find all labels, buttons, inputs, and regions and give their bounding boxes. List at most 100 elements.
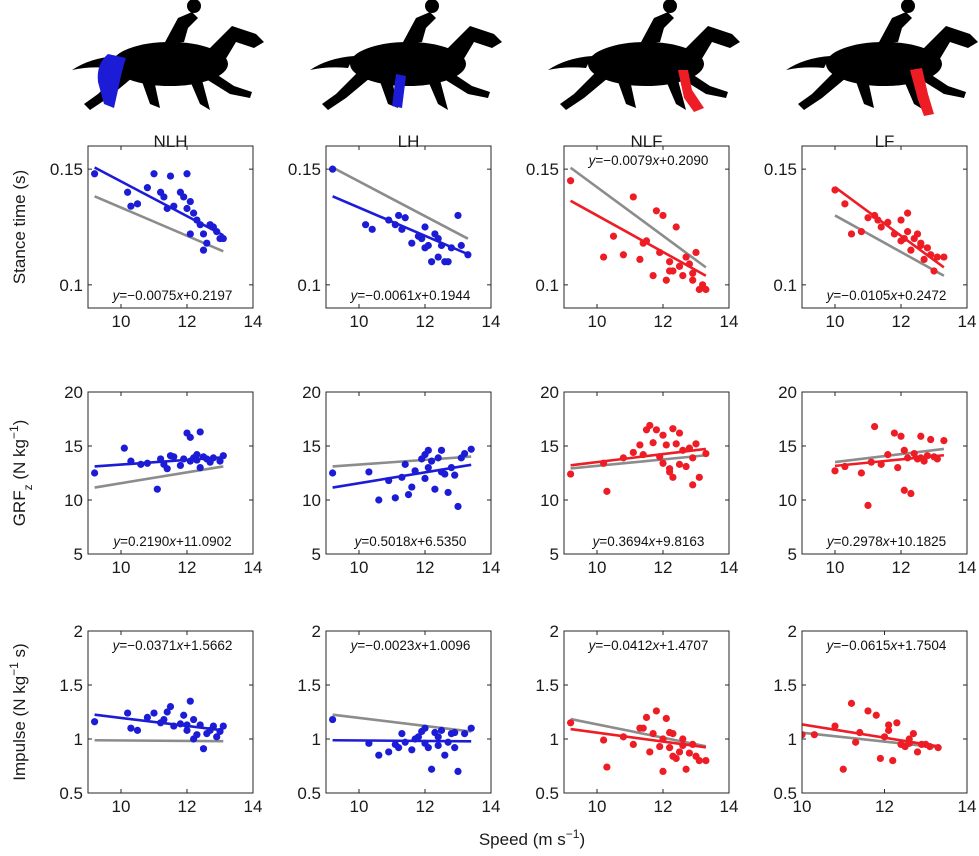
- data-point: [652, 426, 661, 434]
- column-title-lh: LH: [398, 132, 420, 151]
- data-point: [418, 234, 426, 243]
- data-point: [692, 248, 700, 257]
- data-point: [219, 722, 227, 730]
- axes-frame: [87, 391, 254, 555]
- data-point: [133, 200, 142, 208]
- data-point: [437, 446, 446, 454]
- data-point: [120, 444, 128, 452]
- data-point: [810, 731, 818, 739]
- equation-label: y=−0.0079x+0.2090: [588, 153, 709, 168]
- axes-frame: [325, 391, 492, 555]
- data-point: [160, 193, 168, 201]
- data-point: [857, 469, 866, 477]
- data-point: [662, 441, 670, 449]
- x-tick-label: 14: [244, 797, 263, 816]
- data-point: [629, 193, 637, 201]
- column-titles: NLH LH NLF LF: [153, 132, 894, 151]
- data-point: [702, 757, 710, 765]
- x-tick-label: 10: [112, 797, 131, 816]
- data-point: [907, 489, 915, 498]
- reference-fit-line: [331, 166, 469, 240]
- data-point: [428, 765, 436, 773]
- x-tick-label: 14: [720, 312, 739, 331]
- data-point: [160, 715, 168, 724]
- data-point: [444, 258, 452, 266]
- data-point: [431, 485, 439, 493]
- column-title-lf: LF: [875, 132, 895, 151]
- x-tick-label: 12: [654, 312, 673, 331]
- data-point: [153, 485, 161, 493]
- data-point: [437, 726, 446, 734]
- x-tick-label: 12: [416, 797, 435, 816]
- data-point: [124, 709, 132, 717]
- y-tick-label: 1.5: [773, 676, 797, 695]
- data-point: [841, 200, 849, 208]
- data-point: [421, 223, 429, 231]
- y-tick-label: 1: [312, 730, 321, 749]
- y-tick-label: 1.5: [297, 676, 321, 695]
- data-point: [662, 276, 670, 284]
- data-point: [434, 741, 442, 750]
- data-point: [199, 745, 208, 753]
- data-point: [689, 269, 697, 277]
- y-tick-label: 10: [64, 491, 83, 510]
- data-point: [675, 460, 684, 468]
- data-point: [692, 440, 700, 448]
- data-point: [884, 451, 892, 459]
- fit-line: [834, 186, 945, 269]
- y-tick-label: 15: [778, 437, 797, 456]
- data-point: [434, 733, 442, 741]
- x-tick-label: 14: [720, 558, 739, 577]
- panel-r1-c0: 10 12 14 5 10 15 20 y=0.2190x+11.0902: [64, 383, 262, 577]
- data-point: [689, 481, 697, 489]
- y-tick-label: 2: [74, 622, 83, 641]
- reference-fit-line: [332, 713, 472, 733]
- y-tick-label: 1.5: [535, 676, 559, 695]
- data-point: [180, 193, 188, 201]
- axes-frame: [325, 145, 492, 309]
- data-point: [183, 204, 191, 213]
- equation-label: y=−0.0023x+1.0096: [350, 638, 471, 653]
- horse-lf-icon: [786, 0, 978, 116]
- y-tick-label: 10: [778, 491, 797, 510]
- data-point: [190, 715, 198, 724]
- data-point: [907, 246, 915, 254]
- data-point: [196, 428, 204, 436]
- data-point: [408, 746, 416, 754]
- axes-frame: [87, 630, 254, 794]
- x-tick-label: 14: [482, 312, 501, 331]
- data-point: [143, 184, 151, 192]
- y-tick-label: 5: [550, 545, 559, 564]
- data-point: [702, 449, 710, 458]
- y-tick-label: 0.1: [297, 276, 321, 295]
- data-point: [890, 429, 899, 437]
- y-tick-label: 5: [788, 545, 797, 564]
- data-point: [940, 253, 948, 261]
- data-point: [646, 421, 654, 430]
- data-point: [428, 258, 436, 266]
- data-point: [675, 429, 684, 437]
- data-point: [702, 285, 710, 294]
- x-tick-label: 10: [112, 312, 131, 331]
- x-tick-label: 12: [178, 312, 197, 331]
- data-point: [831, 722, 839, 730]
- fit-line: [332, 738, 472, 743]
- row-label-2: Impulse (N kg−1 s): [7, 643, 29, 780]
- data-point: [695, 473, 703, 481]
- panel-r1-c1: 10 12 14 5 10 15 20 y=0.5018x+6.5350: [302, 383, 500, 577]
- equation-label: y=0.3694x+9.8163: [592, 534, 705, 549]
- data-point: [368, 225, 376, 233]
- axes-frame: [801, 145, 968, 309]
- data-point: [567, 177, 575, 185]
- data-point: [802, 731, 806, 739]
- data-point: [190, 209, 198, 217]
- data-point: [186, 697, 194, 705]
- data-point: [186, 433, 194, 441]
- data-point: [669, 425, 677, 433]
- data-point: [666, 468, 674, 476]
- equation-label: y=−0.0105x+0.2472: [826, 288, 947, 303]
- data-point: [199, 230, 208, 238]
- data-point: [649, 439, 657, 447]
